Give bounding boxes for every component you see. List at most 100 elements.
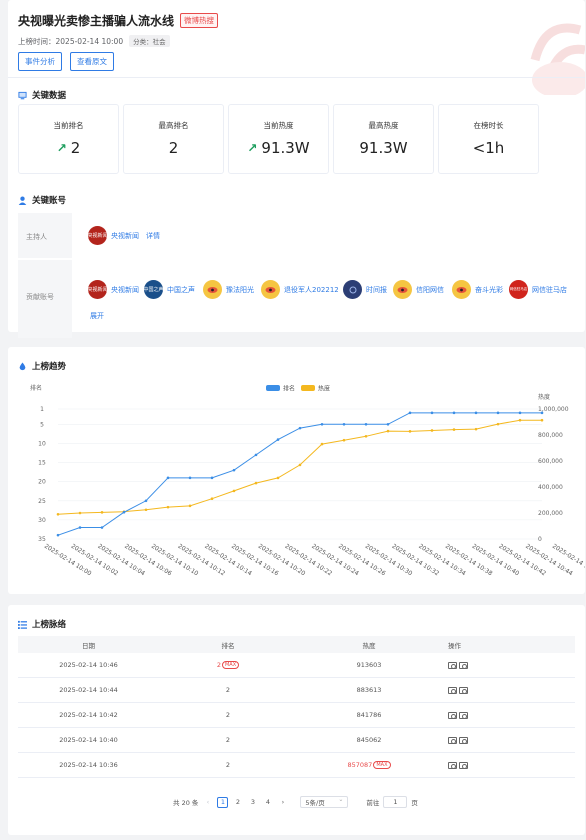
heat-series-point[interactable] [56, 513, 60, 516]
x-tick-label: 2025-02-14 10:10 [150, 543, 200, 578]
heat-series-point[interactable] [78, 511, 82, 515]
chart-legend[interactable]: 排名 热度 [266, 385, 330, 393]
page-3[interactable]: 3 [250, 798, 255, 806]
host-account[interactable]: 央视新闻 央视新闻 详情 [88, 226, 160, 245]
timeline-card: 上榜脉络 日期 排名 热度 操作 2025-02-14 10:46 2 MAX 913… [8, 605, 585, 835]
rank-series-point[interactable] [518, 411, 522, 415]
table-row: 2025-02-14 10:44 2 883613 [18, 678, 575, 703]
contrib-account[interactable]: 中国之声 中国之声 [144, 280, 195, 299]
heat-series-point[interactable] [386, 429, 390, 433]
trend-heading: 上榜趋势 [18, 360, 66, 372]
rank-series-point[interactable] [430, 411, 434, 415]
goto-page-input[interactable]: 1 [383, 796, 408, 808]
rank-series-point[interactable] [364, 422, 368, 426]
rank-series-point[interactable] [144, 499, 148, 503]
legend-heat-label: 热度 [318, 385, 330, 393]
event-analysis-button[interactable]: 事件分析 [18, 52, 62, 71]
snapshot-icon[interactable] [459, 661, 468, 669]
snapshot-icon[interactable] [459, 711, 468, 719]
heat-series-point[interactable] [276, 476, 280, 480]
next-page-button[interactable]: › [281, 798, 285, 806]
rank-series-point[interactable] [540, 411, 544, 415]
rank-series-point[interactable] [188, 476, 192, 480]
rank-series-point[interactable] [474, 411, 478, 415]
heat-series-point[interactable] [452, 428, 456, 431]
heat-series-point[interactable] [100, 511, 104, 514]
contrib-account[interactable]: 退役军人202212 [261, 280, 339, 299]
contrib-account[interactable]: 网信驻马店 网信驻马店 [509, 280, 567, 299]
stat-best-heat: 最高热度 91.3W [333, 104, 434, 174]
heat-tick-label: 0 [538, 536, 542, 543]
host-detail-link[interactable]: 详情 [146, 231, 160, 240]
page-1[interactable]: 1 [217, 796, 229, 808]
timeline-heading: 上榜脉络 [18, 618, 66, 630]
rank-tick-label: 35 [38, 536, 46, 543]
prev-page-button[interactable]: ‹ [206, 798, 210, 806]
contrib-account[interactable]: 信阳网信 [393, 280, 444, 299]
rank-tick-label: 1 [40, 406, 44, 413]
contrib-account[interactable]: 豫法阳光 [203, 280, 254, 299]
rank-series-point[interactable] [496, 411, 500, 415]
weibo-logo-watermark [515, 0, 585, 95]
row-date: 2025-02-14 10:40 [59, 736, 118, 744]
rank-series-point[interactable] [298, 426, 302, 430]
rank-series-point[interactable] [56, 533, 60, 537]
row-actions [441, 711, 575, 719]
page-4[interactable]: 4 [265, 798, 270, 806]
contrib-account[interactable]: 央视新闻 央视新闻 [88, 280, 139, 299]
contrib-account[interactable]: 奋斗光彩 [452, 280, 503, 299]
rank-series-point[interactable] [254, 453, 258, 457]
rank-series-point[interactable] [232, 468, 236, 472]
heat-series-point[interactable] [474, 427, 478, 431]
heat-series-point[interactable] [232, 489, 236, 493]
rank-series-point[interactable] [78, 526, 82, 529]
heat-tick-label: 400,000 [538, 484, 563, 491]
camera-icon[interactable] [448, 686, 457, 694]
row-heat: 883613 [356, 686, 382, 694]
rank-series-point[interactable] [122, 510, 126, 514]
heat-series-point[interactable] [144, 508, 148, 512]
heat-series-point[interactable] [408, 430, 412, 433]
heat-series-point[interactable] [166, 505, 170, 509]
page-size-select[interactable]: 5条/页 [300, 796, 349, 808]
heat-series-point[interactable] [298, 463, 302, 467]
contrib-account[interactable]: 时间报 [343, 280, 387, 299]
snapshot-icon[interactable] [459, 761, 468, 769]
heat-series-point[interactable] [518, 418, 522, 422]
page-2[interactable]: 2 [235, 798, 240, 806]
heat-series-point[interactable] [342, 438, 346, 442]
row-rank: 2 [225, 736, 231, 744]
rank-series-point[interactable] [408, 411, 412, 415]
heat-series-point[interactable] [320, 442, 324, 446]
rank-series-point[interactable] [210, 476, 214, 480]
rank-series-point[interactable] [166, 476, 170, 480]
rank-series-point[interactable] [276, 438, 280, 441]
x-tick-label: 2025-02-14 10:42 [497, 543, 547, 578]
heat-series-line [57, 419, 542, 515]
camera-icon[interactable] [448, 661, 457, 669]
heat-series-point[interactable] [430, 429, 434, 432]
heat-series-point[interactable] [254, 481, 258, 485]
row-rank: 2 [225, 686, 231, 694]
rank-series-point[interactable] [386, 422, 390, 426]
heat-series-point[interactable] [540, 418, 544, 422]
camera-icon[interactable] [448, 761, 457, 769]
view-source-button[interactable]: 查看原文 [70, 52, 114, 71]
heat-series-point[interactable] [364, 435, 368, 438]
heat-series-point[interactable] [210, 497, 214, 500]
heat-series-point[interactable] [188, 504, 192, 508]
rank-series-point[interactable] [320, 422, 324, 426]
snapshot-icon[interactable] [459, 686, 468, 694]
camera-icon[interactable] [448, 736, 457, 744]
expand-link[interactable]: 展开 [90, 312, 104, 320]
row-heat: 845062 [356, 736, 382, 744]
camera-icon[interactable] [448, 711, 457, 719]
heat-series-point[interactable] [496, 422, 500, 426]
rank-series-point[interactable] [452, 411, 456, 415]
snapshot-icon[interactable] [459, 736, 468, 744]
rank-tick-label: 15 [38, 460, 46, 467]
rank-series-point[interactable] [100, 526, 104, 529]
stat-current-heat: 当前热度 ↗ 91.3W [228, 104, 329, 174]
rank-series-point[interactable] [342, 422, 346, 426]
